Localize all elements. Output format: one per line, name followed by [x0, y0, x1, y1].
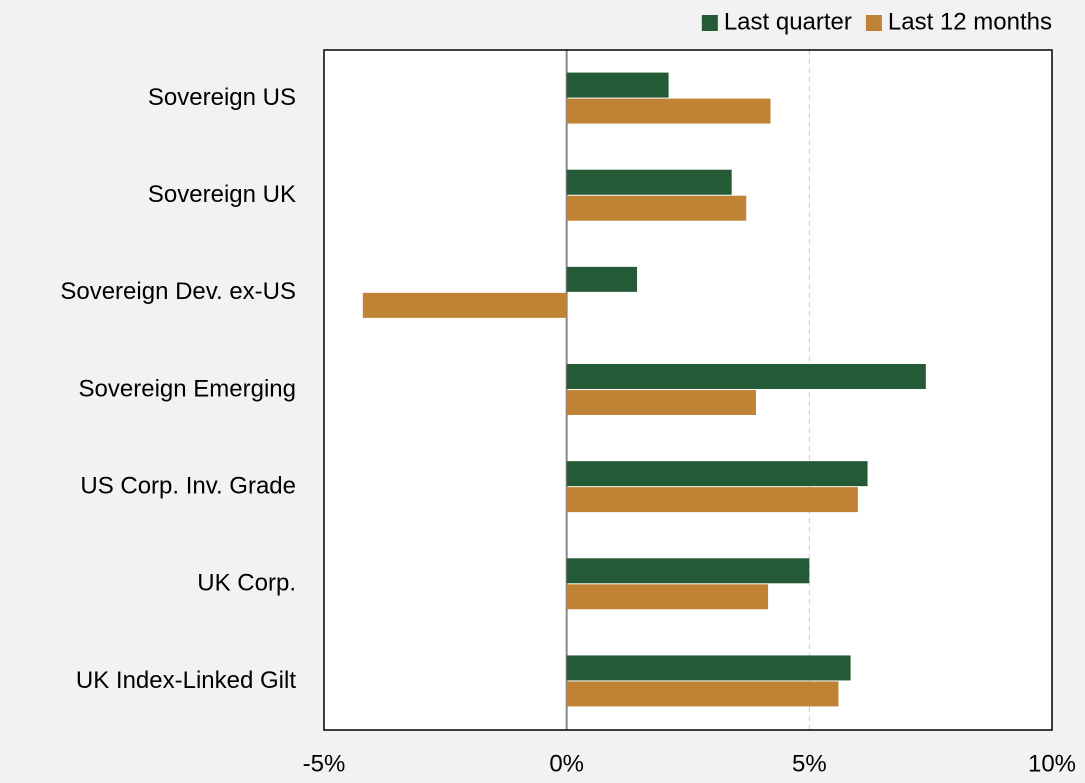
y-tick-label: US Corp. Inv. Grade — [80, 472, 296, 499]
bar — [566, 390, 756, 415]
bar — [566, 364, 926, 389]
bar — [566, 655, 851, 681]
y-tick-label: Sovereign US — [148, 84, 296, 111]
legend-swatch — [865, 15, 882, 31]
bar — [566, 266, 638, 292]
bar — [566, 461, 868, 487]
bar — [566, 195, 747, 221]
bar — [566, 558, 810, 584]
legend-label: Last quarter — [724, 8, 852, 35]
bar — [566, 681, 839, 707]
bar — [566, 72, 669, 98]
y-tick-label: UK Corp. — [197, 570, 296, 597]
y-tick-label: Sovereign UK — [148, 181, 296, 208]
x-tick-label: 5% — [792, 750, 827, 777]
x-tick-label: 10% — [1028, 750, 1076, 777]
bar — [566, 169, 732, 195]
y-tick-label: UK Index-Linked Gilt — [76, 667, 296, 694]
bar — [362, 292, 567, 318]
bar — [566, 98, 771, 124]
y-tick-label: Sovereign Dev. ex-US — [60, 278, 296, 305]
x-tick-label: 0% — [549, 750, 584, 777]
y-tick-label: Sovereign Emerging — [79, 375, 296, 402]
bar — [566, 584, 769, 610]
x-tick-label: -5% — [303, 750, 346, 777]
plot-border — [323, 49, 1053, 731]
legend-label: Last 12 months — [888, 8, 1052, 35]
legend-swatch — [701, 15, 718, 31]
bar — [566, 487, 858, 513]
